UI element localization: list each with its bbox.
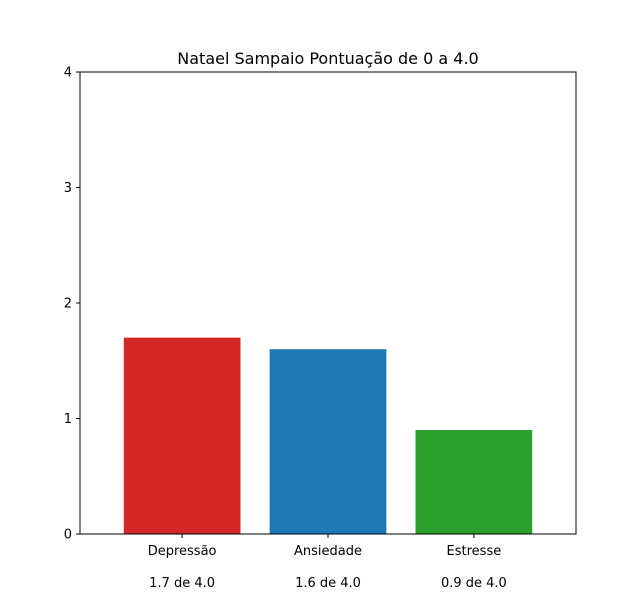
bar-1	[269, 349, 387, 534]
y-tick-label: 4	[64, 66, 72, 81]
x-tick-label: Depressão	[148, 544, 217, 559]
y-tick-label: 3	[64, 181, 72, 196]
plot-frame	[79, 71, 577, 535]
bar-2	[415, 430, 533, 534]
value-label: 1.7 de 4.0	[149, 576, 215, 591]
y-tick-label: 0	[64, 528, 72, 543]
value-label: 0.9 de 4.0	[441, 576, 507, 591]
x-tick-label: Ansiedade	[294, 544, 362, 559]
y-tick-label: 2	[64, 297, 72, 312]
bar-0	[123, 337, 241, 534]
value-label: 1.6 de 4.0	[295, 576, 361, 591]
bars	[123, 337, 533, 534]
y-axis: 0 1 2 3 4	[64, 66, 80, 543]
y-tick-label: 1	[64, 412, 72, 427]
x-tick-label: Estresse	[447, 544, 502, 559]
x-axis: Depressão 1.7 de 4.0 Ansiedade 1.6 de 4.0 Es…	[148, 534, 507, 591]
chart-title: Natael Sampaio Pontuação de 0 a 4.0	[177, 49, 478, 68]
